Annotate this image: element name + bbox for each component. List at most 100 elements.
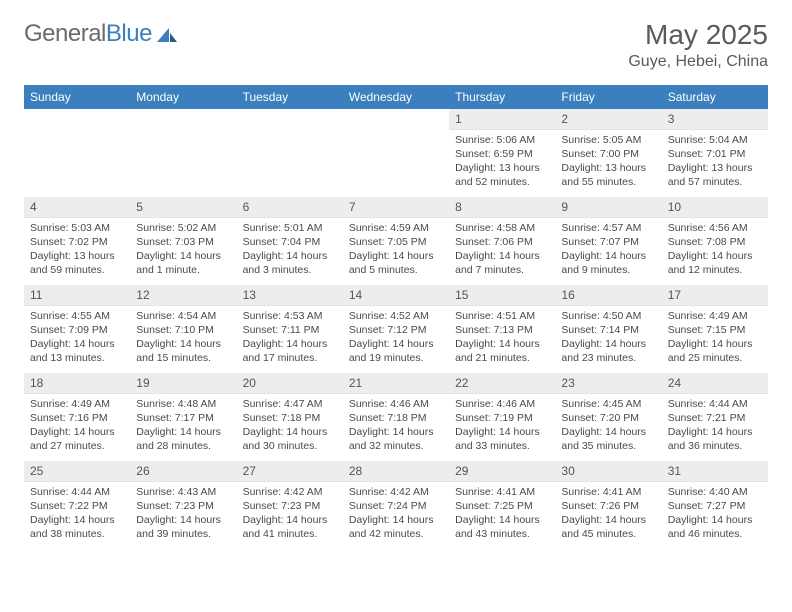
calendar-day-cell: 26Sunrise: 4:43 AMSunset: 7:23 PMDayligh… (130, 461, 236, 549)
daylight-line: Daylight: 14 hours and 32 minutes. (349, 425, 443, 453)
day-number: 13 (237, 285, 343, 306)
daylight-line: Daylight: 13 hours and 57 minutes. (668, 161, 762, 189)
calendar-row: 18Sunrise: 4:49 AMSunset: 7:16 PMDayligh… (24, 373, 768, 461)
sunrise-line: Sunrise: 4:50 AM (561, 309, 655, 323)
sunrise-line: Sunrise: 4:49 AM (30, 397, 124, 411)
sunset-line: Sunset: 7:12 PM (349, 323, 443, 337)
day-number: 14 (343, 285, 449, 306)
day-number: 31 (662, 461, 768, 482)
daylight-line: Daylight: 14 hours and 13 minutes. (30, 337, 124, 365)
calendar-day-cell: 21 Sunrise: 4:46 AMSunset: 7:18 PMDayligh… (343, 373, 449, 461)
day-body: Sunrise: 5:06 AMSunset: 6:59 PMDaylight:… (449, 130, 555, 194)
weekday-header: Sunday (24, 85, 130, 109)
daylight-line: Daylight: 14 hours and 36 minutes. (668, 425, 762, 453)
sunset-line: Sunset: 7:04 PM (243, 235, 337, 249)
sunrise-line: Sunrise: 5:04 AM (668, 133, 762, 147)
day-number: 10 (662, 197, 768, 218)
day-number: 9 (555, 197, 661, 218)
calendar-day-cell: 23Sunrise: 4:45 AMSunset: 7:20 PMDayligh… (555, 373, 661, 461)
day-number: 24 (662, 373, 768, 394)
sunrise-line: Sunrise: 4:59 AM (349, 221, 443, 235)
sunset-line: Sunset: 7:00 PM (561, 147, 655, 161)
day-number: 20 (237, 373, 343, 394)
sunrise-line: Sunrise: 4:44 AM (30, 485, 124, 499)
calendar-day-cell: 24Sunrise: 4:44 AMSunset: 7:21 PMDayligh… (662, 373, 768, 461)
day-body: Sunrise: 4:42 AMSunset: 7:24 PMDaylight:… (343, 482, 449, 546)
day-number: 12 (130, 285, 236, 306)
daylight-line: Daylight: 14 hours and 1 minute. (136, 249, 230, 277)
daylight-line: Daylight: 14 hours and 39 minutes. (136, 513, 230, 541)
day-number: 23 (555, 373, 661, 394)
calendar-row: 1Sunrise: 5:06 AMSunset: 6:59 PMDaylight… (24, 109, 768, 197)
sunrise-line: Sunrise: 4:45 AM (561, 397, 655, 411)
sunrise-line: Sunrise: 4:47 AM (243, 397, 337, 411)
title-month: May 2025 (628, 20, 768, 51)
calendar-row: 25Sunrise: 4:44 AMSunset: 7:22 PMDayligh… (24, 461, 768, 549)
sunset-line: Sunset: 7:14 PM (561, 323, 655, 337)
weekday-header: Friday (555, 85, 661, 109)
day-body: Sunrise: 4:42 AMSunset: 7:23 PMDaylight:… (237, 482, 343, 546)
day-number: 28 (343, 461, 449, 482)
day-number: 27 (237, 461, 343, 482)
sunset-line: Sunset: 7:10 PM (136, 323, 230, 337)
day-body: Sunrise: 5:04 AMSunset: 7:01 PMDaylight:… (662, 130, 768, 194)
day-body: Sunrise: 5:03 AMSunset: 7:02 PMDaylight:… (24, 218, 130, 282)
calendar-day-cell: 10Sunrise: 4:56 AMSunset: 7:08 PMDayligh… (662, 197, 768, 285)
day-number: 29 (449, 461, 555, 482)
day-number: 16 (555, 285, 661, 306)
sunset-line: Sunset: 7:24 PM (349, 499, 443, 513)
calendar-day-cell: 2Sunrise: 5:05 AMSunset: 7:00 PMDaylight… (555, 109, 661, 197)
daylight-line: Daylight: 14 hours and 19 minutes. (349, 337, 443, 365)
calendar-day-cell: 14Sunrise: 4:52 AMSunset: 7:12 PMDayligh… (343, 285, 449, 373)
day-body: Sunrise: 4:53 AMSunset: 7:11 PMDaylight:… (237, 306, 343, 370)
daylight-line: Daylight: 14 hours and 35 minutes. (561, 425, 655, 453)
day-body: Sunrise: 4:49 AMSunset: 7:15 PMDaylight:… (662, 306, 768, 370)
sunset-line: Sunset: 7:16 PM (30, 411, 124, 425)
calendar-day-cell: 3Sunrise: 5:04 AMSunset: 7:01 PMDaylight… (662, 109, 768, 197)
day-number: 2 (555, 109, 661, 130)
day-number: 15 (449, 285, 555, 306)
sunset-line: Sunset: 7:11 PM (243, 323, 337, 337)
day-body: Sunrise: 4:48 AMSunset: 7:17 PMDaylight:… (130, 394, 236, 458)
calendar-day-cell: 1Sunrise: 5:06 AMSunset: 6:59 PMDaylight… (449, 109, 555, 197)
day-number: 3 (662, 109, 768, 130)
calendar-day-cell: 8 Sunrise: 4:58 AMSunset: 7:06 PMDaylight… (449, 197, 555, 285)
sunrise-line: Sunrise: 4:48 AM (136, 397, 230, 411)
sunset-line: Sunset: 7:03 PM (136, 235, 230, 249)
day-body: Sunrise: 4:52 AMSunset: 7:12 PMDaylight:… (343, 306, 449, 370)
calendar-day-cell: 6Sunrise: 5:01 AMSunset: 7:04 PMDaylight… (237, 197, 343, 285)
sunset-line: Sunset: 7:18 PM (349, 411, 443, 425)
sunrise-line: Sunrise: 4:46 AM (349, 397, 443, 411)
day-number: 6 (237, 197, 343, 218)
calendar-day-cell: 18Sunrise: 4:49 AMSunset: 7:16 PMDayligh… (24, 373, 130, 461)
daylight-line: Daylight: 14 hours and 30 minutes. (243, 425, 337, 453)
daylight-line: Daylight: 14 hours and 46 minutes. (668, 513, 762, 541)
daylight-line: Daylight: 14 hours and 21 minutes. (455, 337, 549, 365)
day-number: 21 (343, 373, 449, 394)
calendar-day-cell: 9Sunrise: 4:57 AMSunset: 7:07 PMDaylight… (555, 197, 661, 285)
day-body: Sunrise: 4:49 AMSunset: 7:16 PMDaylight:… (24, 394, 130, 458)
sunrise-line: Sunrise: 4:58 AM (455, 221, 549, 235)
weekday-header: Monday (130, 85, 236, 109)
sunset-line: Sunset: 7:09 PM (30, 323, 124, 337)
daylight-line: Daylight: 14 hours and 27 minutes. (30, 425, 124, 453)
daylight-line: Daylight: 14 hours and 38 minutes. (30, 513, 124, 541)
calendar-empty-cell (237, 109, 343, 197)
calendar-day-cell: 25Sunrise: 4:44 AMSunset: 7:22 PMDayligh… (24, 461, 130, 549)
sunset-line: Sunset: 7:23 PM (136, 499, 230, 513)
daylight-line: Daylight: 14 hours and 7 minutes. (455, 249, 549, 277)
day-body: Sunrise: 4:51 AMSunset: 7:13 PMDaylight:… (449, 306, 555, 370)
day-number: 26 (130, 461, 236, 482)
calendar-row: 11Sunrise: 4:55 AMSunset: 7:09 PMDayligh… (24, 285, 768, 373)
sunset-line: Sunset: 7:25 PM (455, 499, 549, 513)
calendar-empty-cell (343, 109, 449, 197)
day-number: 7 (343, 197, 449, 218)
sunrise-line: Sunrise: 5:01 AM (243, 221, 337, 235)
day-body: Sunrise: 5:02 AMSunset: 7:03 PMDaylight:… (130, 218, 236, 282)
weekday-header-row: SundayMondayTuesdayWednesdayThursdayFrid… (24, 85, 768, 109)
weekday-header: Saturday (662, 85, 768, 109)
day-number: 22 (449, 373, 555, 394)
day-number: 8 (449, 197, 555, 218)
sunset-line: Sunset: 7:06 PM (455, 235, 549, 249)
day-number: 18 (24, 373, 130, 394)
